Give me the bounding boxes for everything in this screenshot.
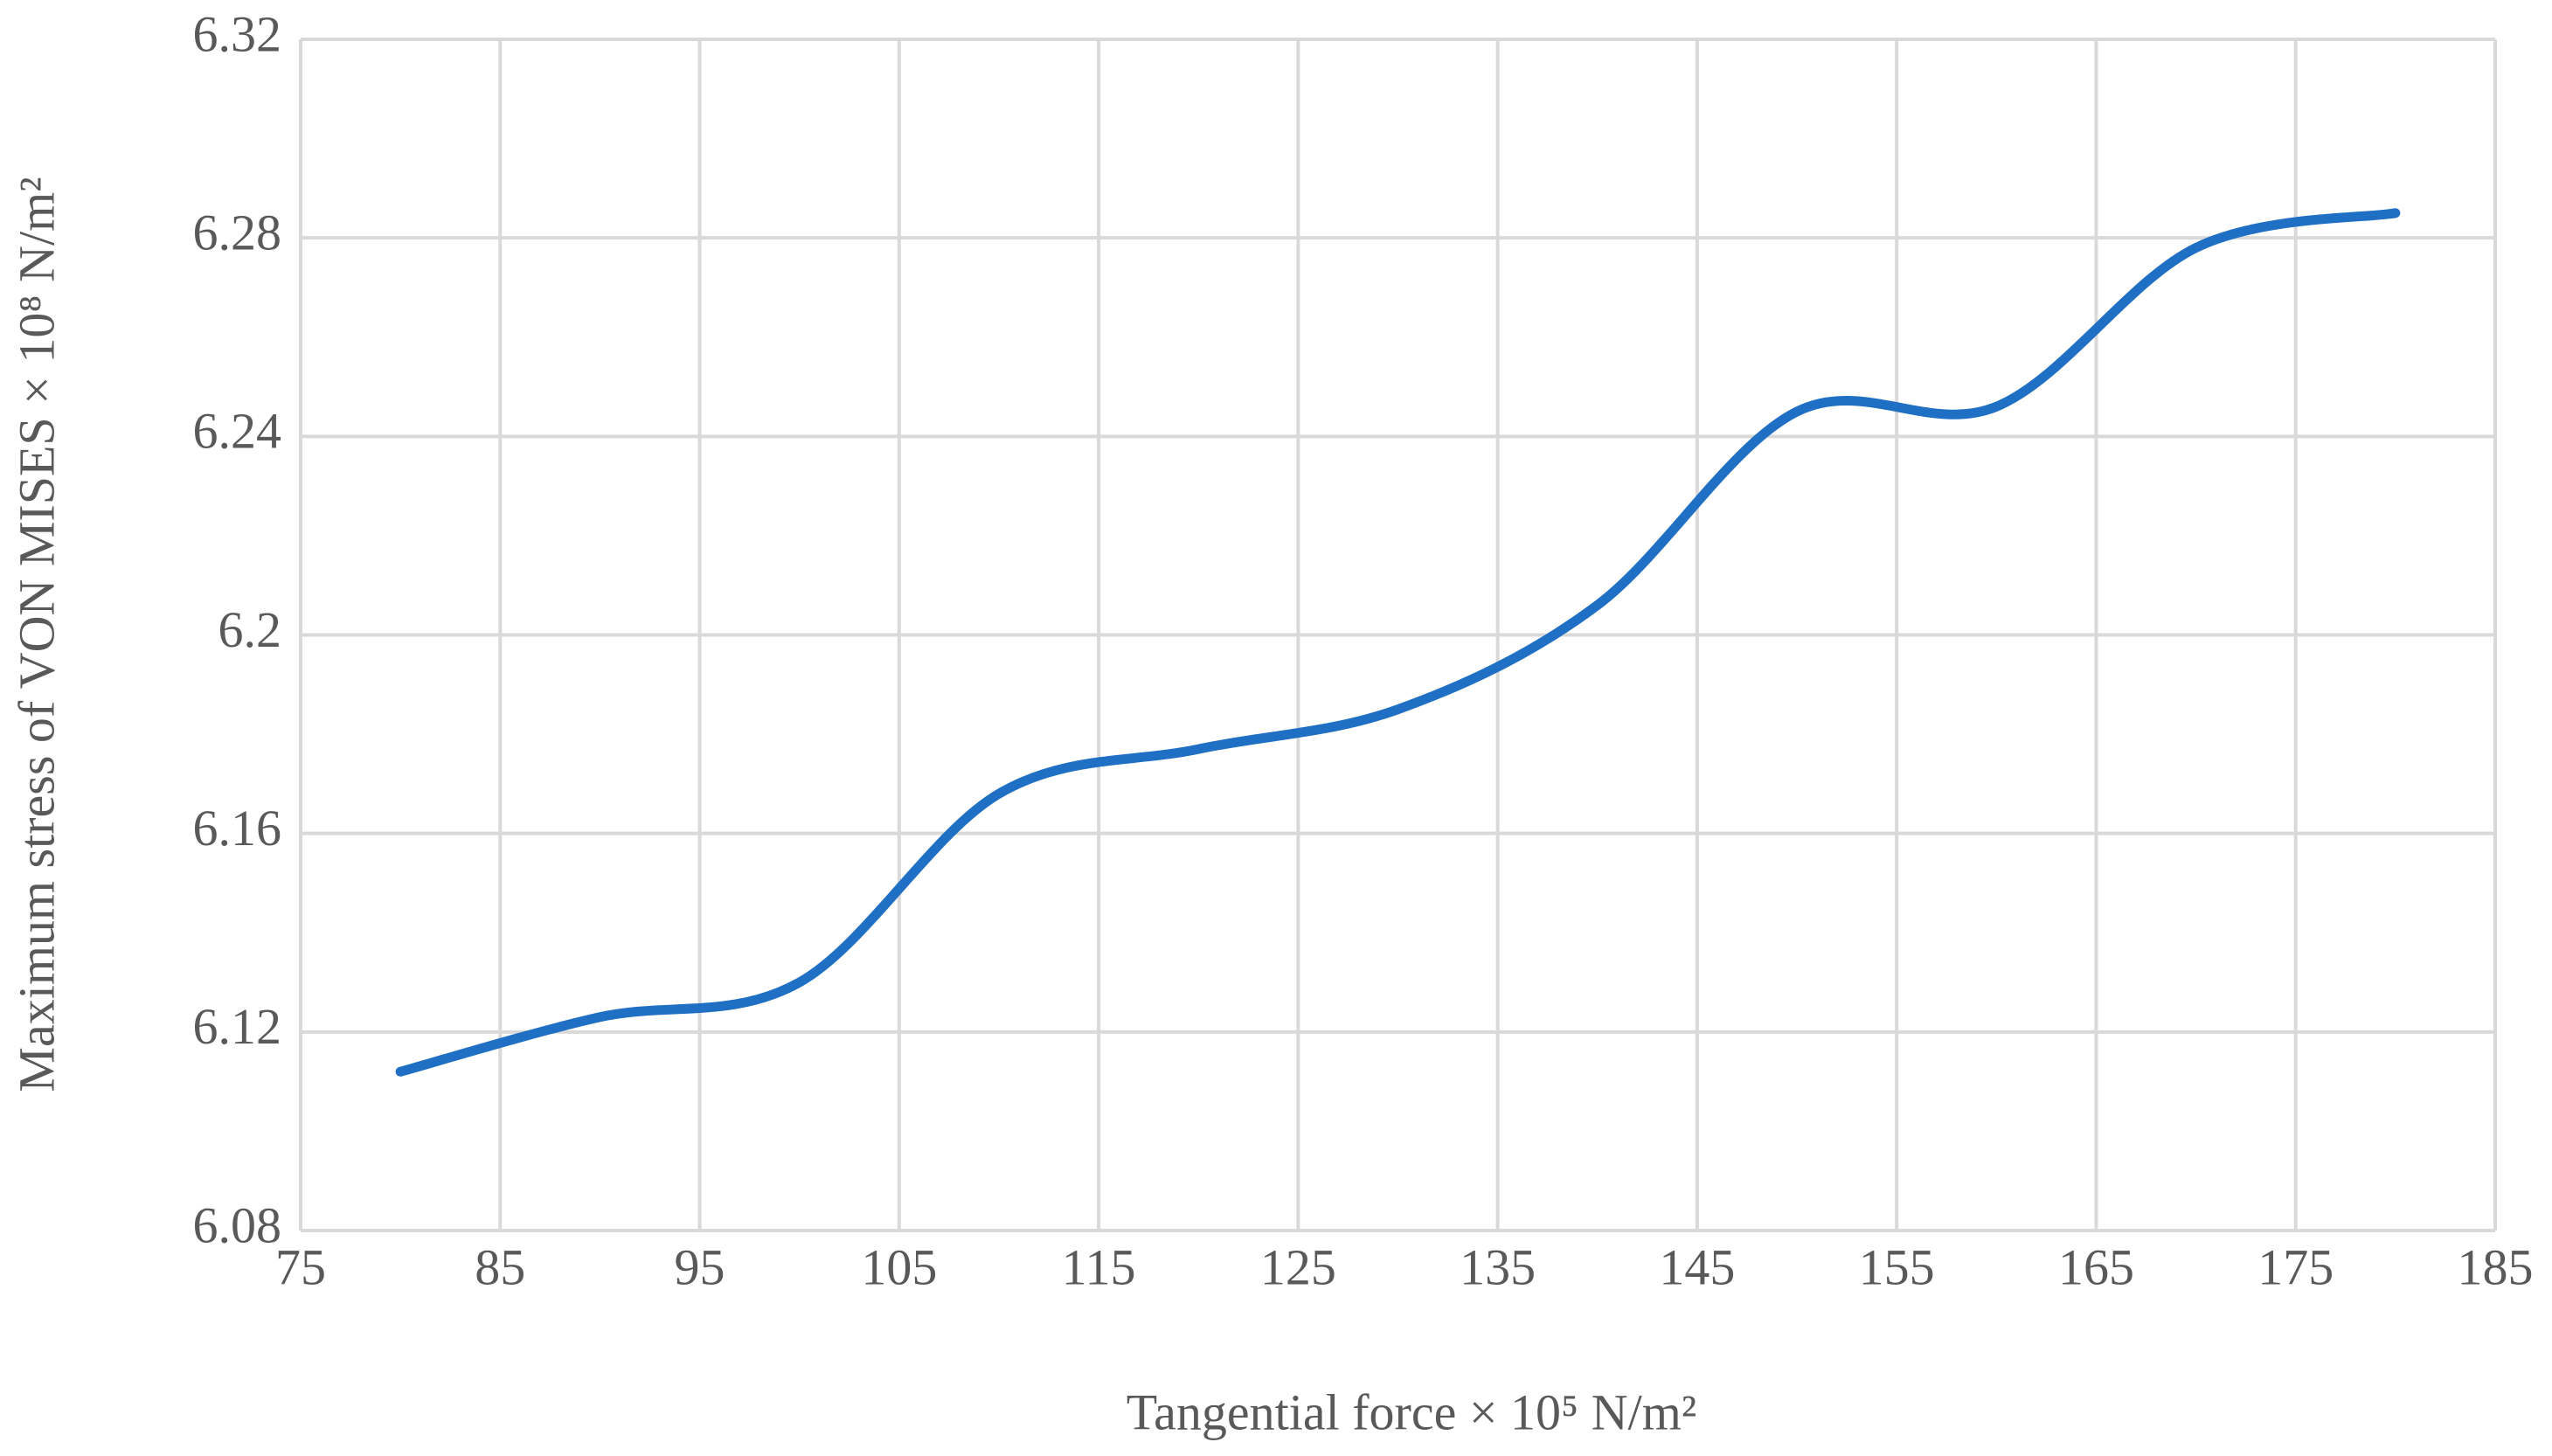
x-tick-label: 145 xyxy=(1659,1238,1735,1295)
x-tick-label: 95 xyxy=(675,1238,725,1295)
y-axis-title: Maximum stress of VON MISES × 10⁸ N/m² xyxy=(8,177,65,1092)
x-tick-label: 115 xyxy=(1062,1238,1136,1295)
y-tick-label: 6.08 xyxy=(193,1196,282,1253)
x-tick-label: 175 xyxy=(2257,1238,2334,1295)
y-tick-label: 6.32 xyxy=(193,5,282,62)
data-line xyxy=(395,208,2401,1077)
x-tick-label: 185 xyxy=(2458,1238,2534,1295)
x-tick-label: 165 xyxy=(2058,1238,2134,1295)
x-tick-label: 155 xyxy=(1859,1238,1935,1295)
y-tick-label: 6.2 xyxy=(218,601,282,658)
x-axis-title: Tangential force × 10⁵ N/m² xyxy=(1127,1383,1697,1440)
y-tick-label: 6.16 xyxy=(193,800,282,856)
x-tick-label: 85 xyxy=(475,1238,525,1295)
y-tick-label: 6.12 xyxy=(193,998,282,1055)
x-tick-label: 105 xyxy=(861,1238,937,1295)
y-tick-label: 6.28 xyxy=(193,204,282,260)
x-tick-label: 135 xyxy=(1460,1238,1536,1295)
x-tick-label: 75 xyxy=(275,1238,326,1295)
y-tick-label: 6.24 xyxy=(193,403,282,460)
x-tick-label: 125 xyxy=(1260,1238,1336,1295)
